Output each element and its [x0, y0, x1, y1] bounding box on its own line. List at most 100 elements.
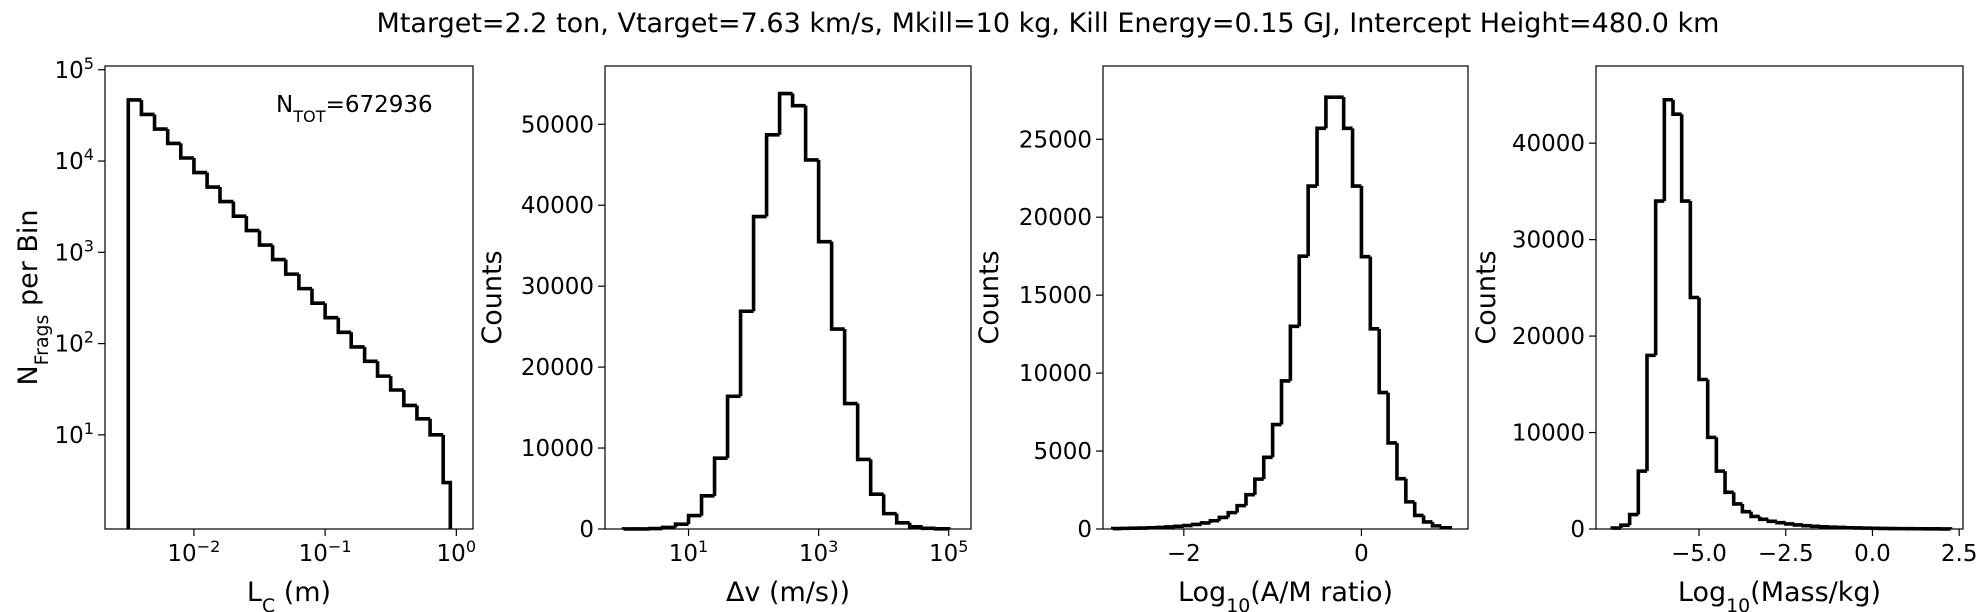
y-axis-label: Counts — [974, 250, 1005, 344]
text-part: N — [13, 365, 44, 385]
hist-step — [1439, 525, 1453, 530]
hist-step — [1244, 492, 1255, 506]
tick-text: −2.5 — [1758, 541, 1814, 567]
y-tick-label: 40000 — [521, 193, 594, 219]
hist-step — [1324, 95, 1335, 129]
y-tick-label: 25000 — [1019, 127, 1092, 153]
hist-step — [297, 274, 312, 291]
y-tick-label: 0 — [579, 517, 594, 543]
hist-step — [1679, 114, 1691, 203]
y-tick-label: 104 — [54, 145, 94, 176]
hist-step — [1208, 518, 1220, 523]
tick-exponent: −2 — [197, 537, 221, 556]
hist-step — [244, 216, 260, 233]
hist-step — [725, 394, 741, 459]
tick-text: 0 — [1570, 517, 1585, 543]
tick-exponent: −1 — [328, 537, 352, 556]
tick-text: 50000 — [521, 112, 594, 138]
x-axis-label: Log10(Mass/kg) — [1678, 577, 1881, 612]
hist-step — [1217, 515, 1229, 521]
tick-exponent: 1 — [84, 418, 94, 437]
hist-step — [218, 187, 234, 204]
hist-step — [1182, 523, 1193, 528]
hist-step — [777, 91, 793, 135]
x-tick-label: −5.0 — [1671, 541, 1727, 567]
hist-step — [362, 346, 378, 364]
hist-step — [310, 288, 326, 306]
hist-step — [1421, 515, 1433, 524]
hist-step — [1341, 97, 1353, 131]
text-part: Log — [1178, 577, 1226, 608]
hist-step — [349, 332, 365, 349]
text-part: =672936 — [326, 92, 433, 118]
x-tick-label: 2.5 — [1941, 541, 1978, 567]
text-part: Counts — [974, 250, 1005, 344]
y-tick-label: 40000 — [1512, 131, 1585, 157]
hist-step — [712, 456, 728, 496]
hist-step — [894, 513, 910, 525]
tick-text: 40000 — [521, 193, 594, 219]
hist-step — [764, 133, 780, 217]
text-part: per Bin — [13, 209, 44, 314]
hist-step — [165, 129, 181, 146]
hist-step — [1288, 324, 1300, 381]
hist-step — [1306, 184, 1318, 257]
x-tick-label: −2.5 — [1758, 541, 1814, 567]
hist-step — [231, 201, 247, 218]
axes-frame — [604, 65, 972, 530]
tick-text: 10 — [54, 58, 83, 84]
y-tick-label: 15000 — [1019, 283, 1092, 309]
x-axis-label: LC (m) — [247, 577, 331, 612]
x-tick-label: 103 — [799, 537, 839, 568]
y-tick-label: 5000 — [1033, 439, 1092, 465]
subscript: TOT — [292, 107, 325, 126]
tick-exponent: 4 — [84, 145, 94, 164]
axes-frame — [104, 65, 474, 530]
hist-step — [907, 522, 923, 529]
hist-step — [673, 522, 689, 528]
y-tick-label: 10000 — [521, 436, 594, 462]
hist-step — [1801, 523, 1812, 528]
tick-text: 10 — [299, 541, 328, 567]
hist-step — [388, 376, 404, 392]
y-tick-label: 30000 — [1512, 228, 1585, 254]
tick-text: 10000 — [521, 436, 594, 462]
y-tick-label: 50000 — [521, 112, 594, 138]
hist-step — [1412, 501, 1424, 518]
y-tick-label: 105 — [54, 53, 94, 84]
tick-text: 10000 — [1019, 361, 1092, 387]
hist-step — [1645, 353, 1656, 472]
text-part: L — [247, 577, 262, 608]
hist-step — [1714, 437, 1726, 473]
hist-step — [1377, 328, 1389, 395]
hist-step — [323, 303, 339, 320]
tick-text: 10 — [437, 541, 466, 567]
y-tick-label: 20000 — [521, 355, 594, 381]
tick-text: 25000 — [1019, 127, 1092, 153]
hist-step — [1766, 519, 1778, 524]
text-part: (Mass/kg) — [1750, 577, 1881, 608]
hist-step — [192, 157, 208, 175]
hist-step — [920, 526, 936, 531]
tick-text: 40000 — [1512, 131, 1585, 157]
x-tick-label: 0 — [1354, 541, 1369, 567]
hist-step — [1199, 521, 1211, 525]
hist-step — [178, 143, 194, 160]
hist-step — [375, 361, 391, 378]
hist-step — [1619, 523, 1630, 529]
x-tick-label: 10−2 — [167, 537, 220, 568]
tick-exponent: 2 — [84, 327, 94, 346]
hist-step — [1315, 126, 1326, 187]
tick-text: 20000 — [1512, 324, 1585, 350]
tick-text: 30000 — [1512, 228, 1585, 254]
hist-step — [1723, 471, 1734, 495]
hist-step — [1350, 128, 1362, 188]
subscript: Frags — [31, 315, 53, 366]
tick-exponent: 1 — [698, 537, 708, 556]
tick-exponent: 3 — [828, 537, 838, 556]
tick-text: 2.5 — [1941, 541, 1978, 567]
hist-step — [1235, 503, 1246, 513]
hist-step — [1297, 254, 1309, 327]
y-axis-label: NFrags per Bin — [13, 209, 53, 385]
